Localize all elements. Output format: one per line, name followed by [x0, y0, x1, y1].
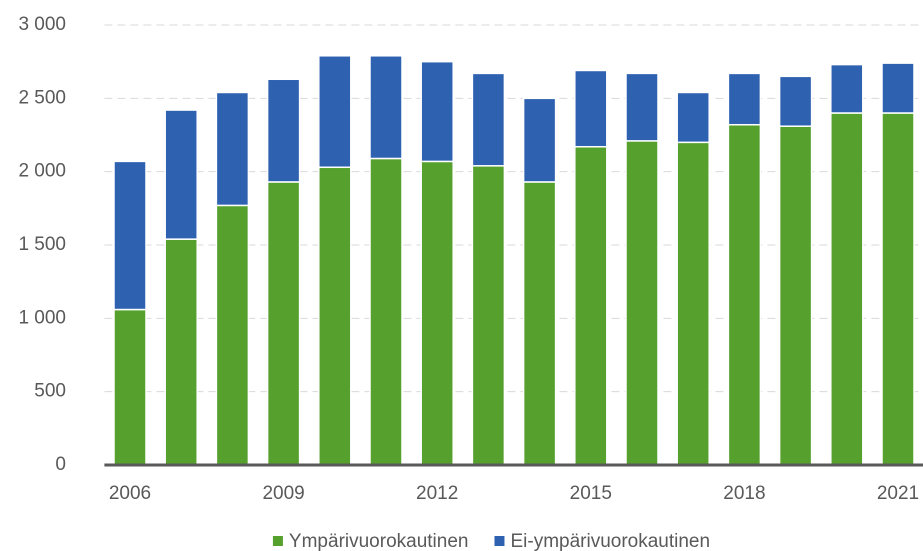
- x-tick-label: 2015: [570, 483, 612, 504]
- bar-segment: [266, 181, 301, 466]
- bar-segment: [625, 72, 659, 142]
- bar-segment: [574, 145, 608, 466]
- bar-segment: [420, 60, 454, 163]
- bar-segment: [574, 69, 608, 148]
- bar-segment: [676, 141, 710, 466]
- bar-segment: [471, 72, 506, 167]
- x-tick-label: 2009: [262, 483, 304, 504]
- legend-item: Ympärivuorokautinen: [272, 531, 469, 551]
- bar-segment: [471, 165, 506, 466]
- y-tick-label: 500: [34, 381, 66, 402]
- bar-segment: [522, 181, 557, 466]
- bar-segment: [420, 160, 454, 466]
- bar-segment: [830, 112, 864, 466]
- bar-segment: [164, 238, 198, 466]
- bar-segment: [625, 140, 659, 466]
- y-tick-label: 0: [55, 454, 66, 475]
- bar-segment: [676, 91, 710, 144]
- legend-swatch: [272, 536, 283, 546]
- bar-segment: [727, 123, 762, 466]
- y-tick-label: 2 500: [18, 87, 66, 108]
- bar-segment: [881, 112, 915, 466]
- bar-segment: [318, 55, 352, 169]
- y-tick-label: 2 000: [18, 161, 66, 182]
- bar-segment: [778, 75, 813, 127]
- bar-segment: [369, 157, 403, 466]
- legend: Ympärivuorokautinen Ei-ympärivuorokautine…: [272, 531, 710, 551]
- bar-segment: [215, 204, 250, 466]
- legend-swatch: [494, 536, 505, 546]
- bar-segment: [369, 55, 403, 160]
- bar-segment: [215, 91, 250, 207]
- bar-segment: [881, 62, 915, 114]
- bar-segment: [318, 166, 352, 466]
- bar-segment: [778, 125, 813, 466]
- bar-segment: [164, 109, 198, 240]
- bar-segment: [113, 160, 147, 311]
- bar-segment: [830, 63, 864, 114]
- x-tick-label: 2018: [723, 483, 765, 504]
- bar-segment: [266, 78, 301, 183]
- legend-item: Ei-ympärivuorokautinen: [494, 531, 710, 551]
- x-tick-label: 2021: [877, 483, 919, 504]
- x-tick-label: 2006: [109, 483, 151, 504]
- bar-segment: [522, 97, 557, 183]
- y-tick-label: 1 000: [18, 307, 66, 328]
- bar-segment: [113, 308, 147, 466]
- legend-label: Ympärivuorokautinen: [289, 531, 469, 551]
- bar-segment: [727, 72, 762, 126]
- x-tick-label: 2012: [416, 483, 458, 504]
- y-tick-label: 1 500: [18, 234, 66, 255]
- legend-label: Ei-ympärivuorokautinen: [510, 531, 710, 551]
- y-tick-label: 3 000: [18, 14, 66, 35]
